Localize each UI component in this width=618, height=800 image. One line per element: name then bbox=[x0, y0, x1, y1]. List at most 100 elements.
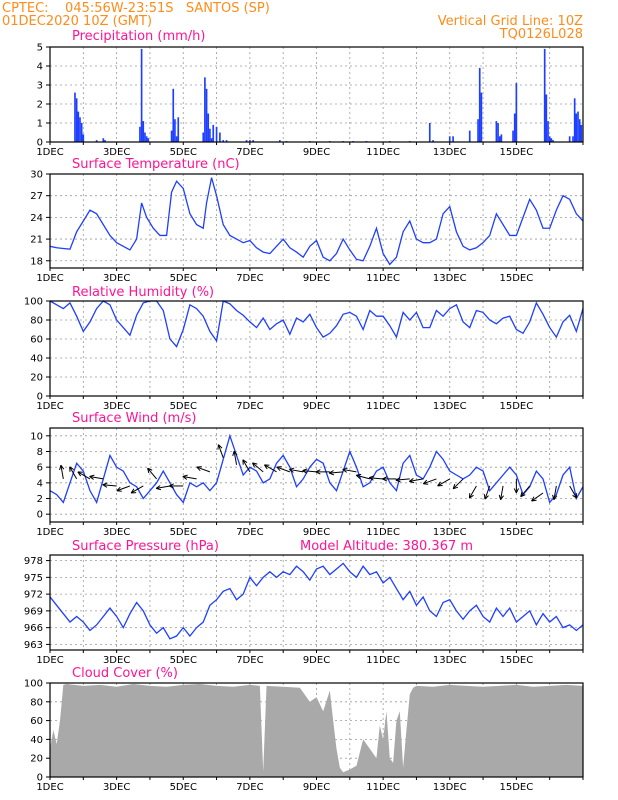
x-tick-label: 7DEC bbox=[236, 273, 263, 284]
x-tick-label: 3DEC bbox=[103, 527, 130, 538]
precip-bar bbox=[478, 67, 481, 142]
panel-0: 0 1 2 3 4 5 1DEC 3DEC 5DEC 7DEC 9DEC 11DEC 13DEC 15DE… bbox=[36, 43, 584, 158]
y-tick-label: 975 bbox=[24, 573, 43, 584]
wind-arrow bbox=[468, 485, 477, 499]
x-tick-label: 1DEC bbox=[36, 273, 63, 284]
pressure-title: Surface Pressure (hPa) bbox=[72, 539, 219, 554]
wind-arrow-head bbox=[498, 494, 504, 501]
x-tick-label: 15DEC bbox=[500, 401, 534, 412]
panel-2: 0 20 40 60 80 100 1DEC 3DEC 5DEC 7DEC 9DEC 11DEC 13D… bbox=[24, 297, 584, 412]
y-tick-label: 20 bbox=[30, 754, 43, 765]
wind-arrow-head bbox=[422, 479, 429, 485]
x-tick-label: 9DEC bbox=[303, 782, 330, 793]
x-tick-label: 5DEC bbox=[170, 273, 197, 284]
y-tick-label: 978 bbox=[24, 556, 43, 567]
wind-arrow-head bbox=[437, 481, 443, 487]
wind-arrow bbox=[196, 466, 211, 473]
x-tick-label: 15DEC bbox=[500, 527, 534, 538]
precip-bar bbox=[515, 83, 518, 142]
wind-arrow bbox=[102, 484, 117, 487]
rh-title: Relative Humidity (%) bbox=[72, 285, 214, 300]
y-tick-label: 20 bbox=[30, 373, 43, 384]
precip-bar bbox=[172, 88, 175, 142]
wind-arrow-head bbox=[572, 493, 578, 499]
precip-bar bbox=[573, 98, 576, 142]
precip-bar bbox=[145, 136, 148, 142]
wind-arrow bbox=[156, 485, 171, 489]
x-tick-label: 11DEC bbox=[366, 782, 400, 793]
precip-bar bbox=[74, 92, 76, 142]
wind-arrow bbox=[500, 485, 504, 500]
y-tick-label: 6 bbox=[37, 463, 43, 474]
x-tick-label: 7DEC bbox=[236, 527, 263, 538]
panel-3: 0 2 4 6 8 10 1DEC 3DEC 5DEC 7DEC 9DEC 11DEC 13DEC 15D… bbox=[30, 427, 584, 538]
precip-bar bbox=[513, 113, 516, 142]
panel-5: 0 20 40 60 80 100 1DEC 3DEC 5DEC 7DEC 9DEC 11DEC 13D… bbox=[24, 679, 584, 793]
y-tick-label: 0 bbox=[37, 138, 43, 149]
x-tick-label: 3DEC bbox=[103, 655, 130, 666]
wind-arrow-head bbox=[289, 467, 295, 473]
y-tick-label: 4 bbox=[37, 478, 43, 489]
y-tick-label: 40 bbox=[30, 735, 43, 746]
wind-arrow-head bbox=[69, 466, 75, 472]
x-tick-label: 11DEC bbox=[366, 527, 400, 538]
y-tick-label: 0 bbox=[37, 773, 43, 784]
series-line bbox=[49, 433, 584, 505]
wind-arrow bbox=[437, 478, 450, 487]
x-tick-label: 13DEC bbox=[433, 401, 467, 412]
x-tick-label: 11DEC bbox=[366, 401, 400, 412]
wind-arrow-head bbox=[483, 494, 489, 500]
cloud-cover-area bbox=[50, 683, 583, 777]
x-tick-label: 3DEC bbox=[103, 273, 130, 284]
y-tick-label: 100 bbox=[24, 297, 43, 308]
wind-arrow-head bbox=[302, 468, 308, 474]
precip-bar bbox=[209, 128, 211, 142]
precip-bar bbox=[170, 130, 173, 142]
wind-arrow bbox=[452, 478, 464, 490]
wind-arrow-head bbox=[395, 477, 401, 483]
precip-bar bbox=[102, 138, 105, 142]
wind-arrow bbox=[302, 470, 317, 473]
wind-arrow bbox=[289, 468, 304, 473]
precip-bar bbox=[225, 140, 228, 142]
x-tick-label: 7DEC bbox=[236, 782, 263, 793]
precip-bar bbox=[512, 130, 514, 142]
wind-arrow bbox=[233, 450, 238, 465]
y-tick-label: 0 bbox=[37, 392, 43, 403]
y-tick-label: 969 bbox=[24, 606, 43, 617]
precip-bar bbox=[215, 126, 218, 142]
wind-arrow bbox=[356, 474, 370, 480]
y-tick-label: 972 bbox=[24, 590, 43, 601]
wind-arrow-head bbox=[155, 485, 162, 491]
precip-bar bbox=[245, 140, 248, 142]
x-tick-label: 11DEC bbox=[366, 655, 400, 666]
precip-bar bbox=[577, 111, 579, 142]
wind-arrow-head bbox=[531, 496, 537, 502]
wind-arrow bbox=[182, 475, 197, 480]
wind-arrow bbox=[77, 471, 91, 480]
x-tick-label: 11DEC bbox=[366, 273, 400, 284]
x-tick-label: 15DEC bbox=[500, 147, 534, 158]
precip-bar bbox=[545, 94, 548, 142]
precip-bar bbox=[468, 130, 471, 142]
x-tick-label: 15DEC bbox=[500, 655, 534, 666]
wind-arrow-head bbox=[242, 459, 248, 465]
x-tick-label: 5DEC bbox=[170, 655, 197, 666]
wind-arrow bbox=[130, 485, 144, 494]
x-tick-label: 5DEC bbox=[170, 782, 197, 793]
panel-1: 18 21 24 27 30 1DEC 3DEC 5DEC 7DEC 9DEC 11DEC 13DEC… bbox=[30, 170, 584, 284]
y-tick-label: 8 bbox=[37, 447, 43, 458]
y-tick-label: 21 bbox=[30, 235, 43, 246]
precip-bar bbox=[142, 121, 145, 142]
precip-bar bbox=[75, 98, 78, 142]
wind-arrow-head bbox=[355, 473, 362, 479]
y-tick-label: 80 bbox=[30, 316, 43, 327]
wind-arrow-head bbox=[263, 464, 270, 470]
x-tick-label: 9DEC bbox=[303, 401, 330, 412]
y-tick-label: 60 bbox=[30, 716, 43, 727]
wind-arrow-head bbox=[452, 483, 459, 490]
wind-arrow bbox=[531, 492, 544, 502]
precip-bar bbox=[205, 88, 208, 142]
wind-arrow-head bbox=[196, 466, 202, 472]
